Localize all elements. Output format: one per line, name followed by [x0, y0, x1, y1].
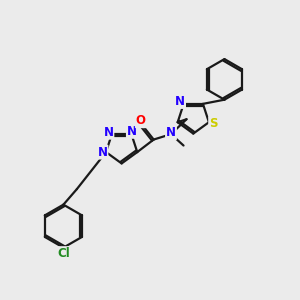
- Text: N: N: [166, 126, 176, 139]
- Text: S: S: [209, 117, 218, 130]
- Text: N: N: [127, 125, 137, 138]
- Text: O: O: [136, 114, 146, 127]
- Text: N: N: [175, 95, 185, 108]
- Text: Cl: Cl: [57, 247, 70, 260]
- Text: N: N: [98, 146, 107, 159]
- Text: N: N: [103, 126, 113, 139]
